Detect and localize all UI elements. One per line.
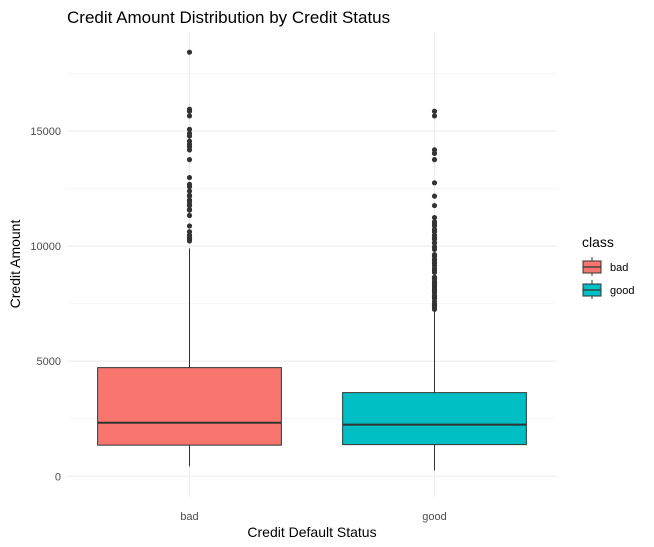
legend-keys: bad good	[582, 257, 634, 299]
outlier-point	[186, 157, 193, 163]
y-tick-label: 15000	[30, 126, 61, 138]
boxplot-good	[342, 108, 527, 471]
chart-title: Credit Amount Distribution by Credit Sta…	[67, 8, 390, 27]
tick-labels: 0 5000 10000 15000 bad good	[30, 126, 446, 523]
outlier-point	[431, 147, 438, 153]
outlier-point	[431, 202, 438, 209]
outlier-point	[186, 126, 193, 132]
outlier-point	[186, 181, 193, 187]
boxplot-bad	[97, 49, 282, 467]
x-tick-label: bad	[180, 511, 198, 523]
y-tick-label: 10000	[30, 241, 61, 253]
outlier-point	[431, 180, 438, 186]
outlier-point	[186, 212, 193, 219]
box-layer	[97, 49, 527, 471]
outlier-point	[186, 188, 193, 194]
outlier-point	[431, 108, 438, 114]
outlier-point	[431, 193, 438, 199]
box	[342, 392, 527, 446]
legend-label: bad	[610, 262, 628, 274]
outlier-point	[186, 197, 193, 203]
outlier-point	[186, 206, 193, 213]
y-tick-label: 0	[55, 471, 61, 483]
outlier-point	[186, 130, 193, 136]
outlier-point	[186, 138, 193, 144]
legend-label: good	[610, 285, 634, 297]
outlier-point	[431, 244, 438, 250]
y-axis-title: Credit Amount	[7, 220, 23, 309]
outlier-point	[186, 192, 193, 198]
outlier-point	[186, 113, 193, 119]
outlier-point	[431, 157, 438, 163]
outlier-point	[431, 274, 438, 280]
outlier-point	[186, 49, 193, 55]
outlier-point	[186, 229, 193, 235]
legend-key-bad: bad	[582, 257, 628, 276]
outlier-point	[431, 252, 438, 258]
outlier-point	[186, 106, 193, 112]
legend: class bad good	[582, 234, 634, 299]
x-tick-label: good	[422, 511, 446, 523]
outlier-point	[186, 223, 193, 229]
outlier-point	[431, 219, 438, 225]
outlier-point	[431, 214, 438, 221]
y-tick-label: 5000	[37, 356, 61, 368]
legend-key-good: good	[582, 280, 634, 299]
x-axis-title: Credit Default Status	[247, 524, 376, 540]
box	[97, 367, 282, 446]
outlier-point	[431, 113, 438, 119]
outlier-point	[186, 174, 193, 181]
legend-title: class	[582, 234, 614, 250]
